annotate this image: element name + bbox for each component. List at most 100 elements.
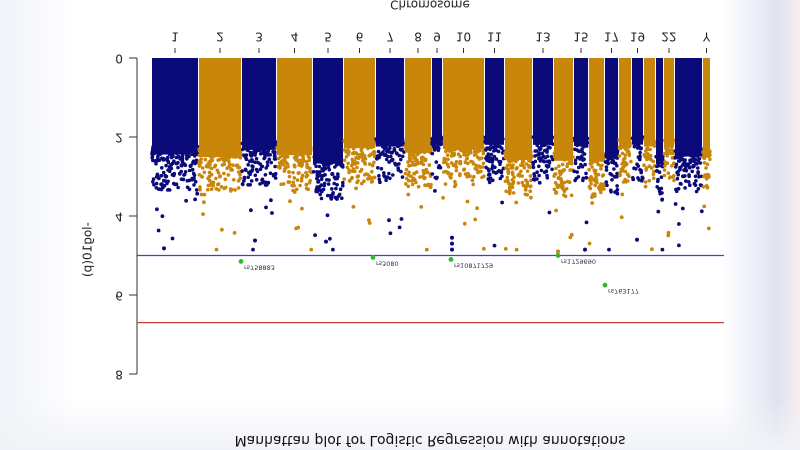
- snp-point: [579, 137, 584, 141]
- snp-point: [367, 162, 372, 166]
- snp-point: [481, 146, 486, 151]
- snp-point: [238, 173, 242, 177]
- snp-point: [645, 146, 650, 150]
- snp-point: [414, 144, 419, 149]
- annotation-group: rs3080: [376, 259, 399, 267]
- snp-point: [164, 174, 169, 179]
- snp-point: [313, 156, 318, 161]
- snp-point: [406, 173, 411, 177]
- snp-point: [199, 192, 204, 197]
- snp-point: [176, 160, 180, 165]
- snp-point: [656, 163, 661, 168]
- snp-point: [436, 136, 441, 140]
- snp-point: [678, 167, 682, 172]
- snp-point: [698, 150, 702, 154]
- chromosome-label-15: 15: [573, 30, 588, 44]
- snp-point: [338, 187, 343, 191]
- snp-point: [208, 151, 212, 156]
- snp-point: [335, 197, 339, 201]
- snp-point: [278, 166, 282, 170]
- snp-point: [514, 247, 519, 252]
- snp-point: [322, 181, 327, 186]
- snp-point: [604, 151, 609, 155]
- snp-point: [557, 175, 561, 180]
- snp-point: [151, 180, 155, 184]
- snp-point: [663, 160, 667, 164]
- snp-point: [240, 169, 244, 173]
- snp-point: [620, 151, 625, 156]
- snp-point: [672, 178, 676, 183]
- chromosome-band-9: [432, 58, 442, 146]
- snp-point: [167, 152, 172, 157]
- snp-point: [525, 193, 530, 197]
- snp-point: [593, 171, 598, 175]
- snp-point: [397, 144, 401, 148]
- snp-point: [406, 160, 410, 164]
- snp-point: [660, 198, 664, 202]
- snp-point: [365, 145, 370, 149]
- snp-point: [288, 199, 292, 204]
- snp-point: [232, 231, 237, 235]
- snp-point: [622, 137, 627, 142]
- snp-point: [666, 233, 671, 238]
- snp-point: [677, 243, 681, 248]
- snp-point: [430, 151, 435, 156]
- snp-point: [270, 211, 274, 215]
- snp-point: [253, 160, 257, 165]
- snp-point: [342, 148, 347, 152]
- snp-point: [533, 149, 537, 153]
- snp-point: [287, 174, 292, 179]
- snp-point: [520, 157, 525, 162]
- chromosome-label-5-group: 5: [324, 30, 332, 44]
- chromosome-label-11-group: 11: [487, 30, 502, 44]
- snp-point: [560, 151, 564, 155]
- snp-point: [525, 169, 530, 173]
- snp-point: [363, 141, 367, 146]
- snp-point: [592, 168, 596, 172]
- snp-point: [555, 156, 560, 161]
- snp-point: [519, 163, 523, 167]
- snp-point: [672, 161, 676, 165]
- snp-point: [599, 164, 603, 168]
- snp-point: [652, 140, 657, 144]
- snp-point: [449, 143, 454, 147]
- snp-point: [632, 140, 636, 144]
- snp-point: [436, 148, 441, 153]
- snp-point: [359, 148, 364, 152]
- snp-point: [207, 160, 211, 164]
- snp-point: [581, 145, 586, 149]
- snp-point: [680, 206, 685, 211]
- snp-point: [583, 162, 587, 167]
- snp-point: [560, 162, 565, 167]
- background-blur-bottom: [0, 400, 800, 450]
- snp-point: [542, 137, 547, 141]
- snp-point: [253, 150, 258, 155]
- snp-point: [528, 184, 532, 189]
- snp-point: [315, 170, 320, 174]
- chromosome-label-10-group: 10: [456, 30, 471, 44]
- snp-point: [477, 139, 482, 144]
- snp-point: [355, 174, 360, 179]
- snp-point: [266, 180, 271, 185]
- snp-point: [406, 192, 411, 197]
- snp-point: [346, 161, 350, 166]
- snp-point: [689, 153, 693, 157]
- snp-point: [453, 179, 457, 184]
- chromosome-label-Y: Y: [702, 30, 711, 44]
- snp-point: [531, 165, 536, 170]
- snp-point: [433, 141, 437, 146]
- snp-point: [299, 179, 304, 183]
- chromosome-label-8: 8: [414, 30, 422, 44]
- snp-point: [538, 159, 543, 163]
- snp-point: [372, 144, 376, 148]
- snp-point: [185, 152, 189, 157]
- snp-point: [269, 160, 274, 165]
- snp-point: [298, 183, 302, 188]
- snp-point: [396, 140, 400, 144]
- snp-point: [498, 139, 503, 144]
- snp-point: [210, 158, 215, 163]
- snp-point: [402, 150, 406, 154]
- snp-point: [650, 247, 654, 252]
- snp-point: [455, 139, 460, 144]
